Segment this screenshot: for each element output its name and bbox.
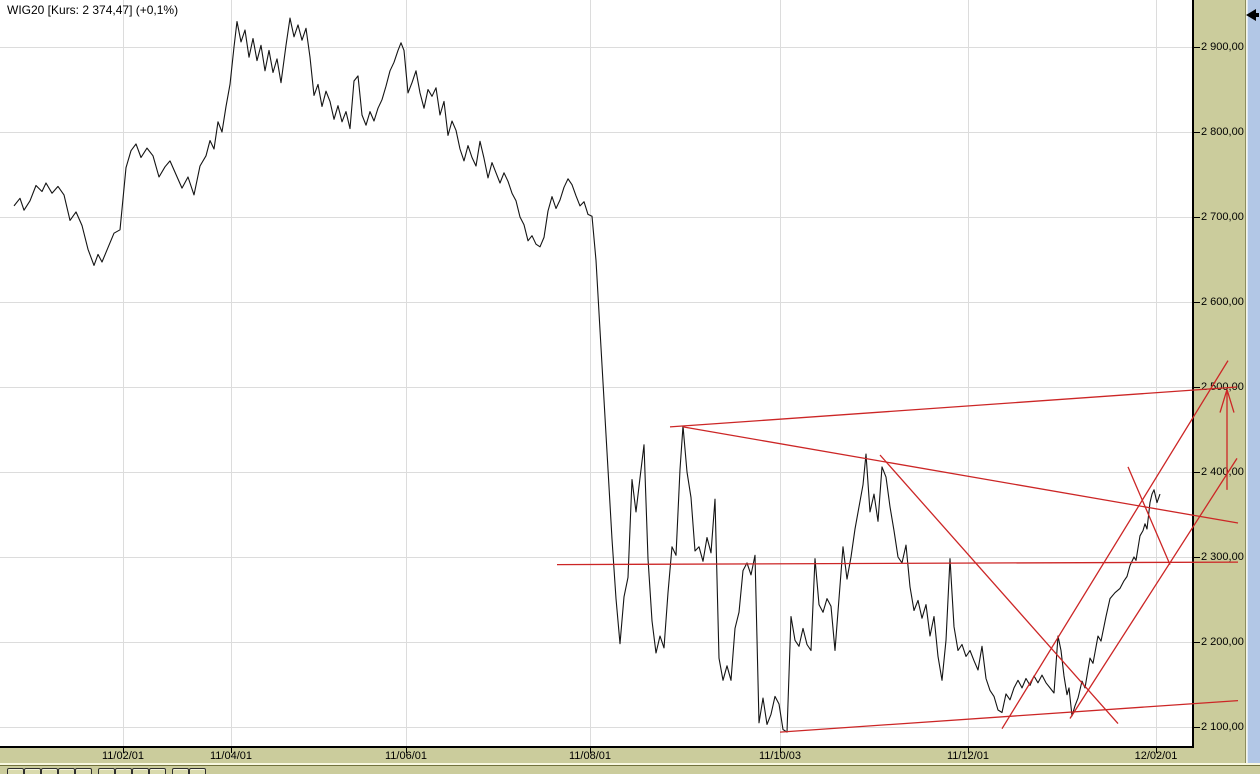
- price-axis-label: 2 800,00: [1201, 125, 1244, 138]
- toolbar-mini-button[interactable]: [75, 768, 92, 774]
- toolbar-mini-button[interactable]: [58, 768, 75, 774]
- chart-title: WIG20 [Kurs: 2 374,47] (+0,1%): [7, 3, 179, 17]
- price-axis-label: 2 200,00: [1201, 635, 1244, 648]
- price-axis-label: 2 100,00: [1201, 720, 1244, 733]
- toolbar-mini-button[interactable]: [98, 768, 115, 774]
- toolbar-mini-button[interactable]: [41, 768, 58, 774]
- panel-edge-highlight: [1246, 0, 1247, 763]
- toolbar-mini-button[interactable]: [115, 768, 132, 774]
- date-axis-label: 11/12/01: [946, 750, 989, 762]
- separator-line-dark: [0, 765, 1260, 766]
- axis-border-right: [1192, 0, 1194, 748]
- bottom-toolbar: [0, 766, 1260, 774]
- toolbar-mini-button[interactable]: [132, 768, 149, 774]
- price-axis-label: 2 700,00: [1201, 210, 1244, 223]
- date-axis-label: 11/04/01: [209, 750, 252, 762]
- price-line-series: [13, 17, 1161, 733]
- toolbar-mini-button[interactable]: [149, 768, 166, 774]
- panel-edge: [1245, 0, 1246, 763]
- separator-line: [0, 763, 1260, 765]
- date-axis-label: 12/02/01: [1134, 750, 1178, 762]
- toolbar-mini-button[interactable]: [189, 768, 206, 774]
- toolbar-mini-button[interactable]: [24, 768, 41, 774]
- axis-border-bottom: [0, 746, 1194, 748]
- price-axis-label: 2 600,00: [1201, 295, 1244, 308]
- date-axis-label: 11/06/01: [384, 750, 427, 762]
- price-axis-label: 2 400,00: [1201, 465, 1244, 478]
- date-axis-label: 11/02/01: [101, 750, 144, 762]
- toolbar-mini-button[interactable]: [172, 768, 189, 774]
- vertical-scrollbar[interactable]: [1247, 0, 1260, 763]
- date-axis-label: 11/08/01: [568, 750, 611, 762]
- date-axis-band: [0, 748, 1245, 763]
- price-axis-label: 2 500,00: [1201, 380, 1244, 393]
- price-axis-label: 2 900,00: [1201, 40, 1244, 53]
- price-axis-label: 2 300,00: [1201, 550, 1244, 563]
- toolbar-mini-button[interactable]: [7, 768, 24, 774]
- date-axis-label: 11/10/03: [758, 750, 801, 762]
